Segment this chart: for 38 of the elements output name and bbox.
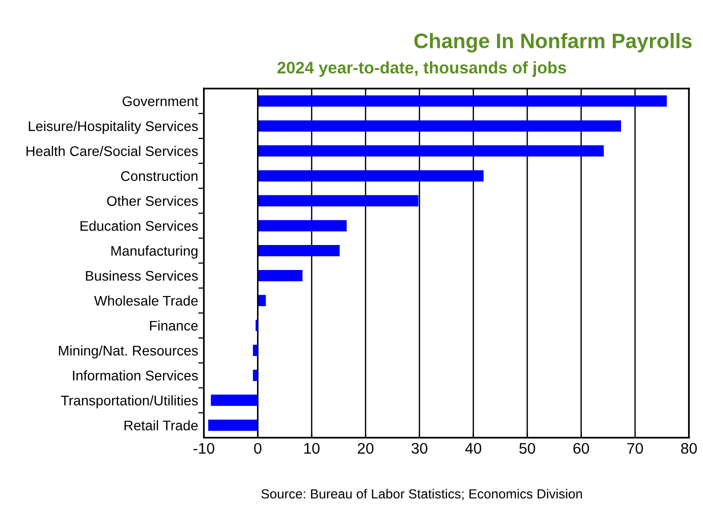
x-tick-label: 80 bbox=[681, 442, 697, 454]
y-tick-label: Mining/Nat. Resources bbox=[58, 345, 198, 358]
x-tick-label: 20 bbox=[358, 442, 374, 454]
bar bbox=[258, 294, 266, 306]
bar bbox=[258, 120, 622, 132]
bar bbox=[258, 145, 604, 157]
x-tick-label: 50 bbox=[519, 442, 536, 454]
y-tick-label: Information Services bbox=[73, 370, 198, 381]
bar bbox=[258, 270, 302, 282]
chart-subtitle: 2024 year-to-date, thousands of jobs bbox=[277, 61, 566, 77]
y-tick-label: Other Services bbox=[107, 196, 198, 206]
bar bbox=[258, 95, 667, 107]
y-tick-label: Business Services bbox=[86, 270, 198, 281]
bar bbox=[258, 220, 347, 232]
bar bbox=[210, 394, 258, 406]
x-tick-label: 70 bbox=[627, 442, 643, 454]
bar bbox=[258, 170, 484, 182]
y-tick-label: Construction bbox=[121, 170, 198, 182]
y-tick-label: Government bbox=[122, 96, 198, 106]
x-tick-label: 60 bbox=[573, 442, 590, 454]
x-tick-label: 0 bbox=[254, 442, 262, 454]
x-tick-label: 10 bbox=[304, 442, 320, 454]
y-tick-label: Leisure/Hospitality Services bbox=[28, 120, 198, 134]
y-tick-label: Education Services bbox=[80, 220, 198, 231]
bar bbox=[208, 420, 258, 431]
x-tick-label: 40 bbox=[465, 442, 482, 454]
bar bbox=[258, 245, 340, 256]
y-tick-label: Health Care/Social Services bbox=[26, 146, 198, 156]
chart-title: Change In Nonfarm Payrolls bbox=[414, 32, 692, 52]
y-tick-label: Wholesale Trade bbox=[94, 295, 198, 306]
y-tick-label: Finance bbox=[150, 320, 198, 331]
bar bbox=[258, 195, 418, 206]
x-tick-label: 30 bbox=[412, 442, 428, 454]
y-tick-label: Transportation/Utilities bbox=[60, 395, 198, 408]
y-tick-label: Manufacturing bbox=[111, 246, 198, 259]
x-tick-label: -10 bbox=[194, 442, 214, 454]
y-tick-label: Retail Trade bbox=[124, 420, 198, 430]
source-note: Source: Bureau of Labor Statistics; Economics Division bbox=[261, 488, 582, 500]
